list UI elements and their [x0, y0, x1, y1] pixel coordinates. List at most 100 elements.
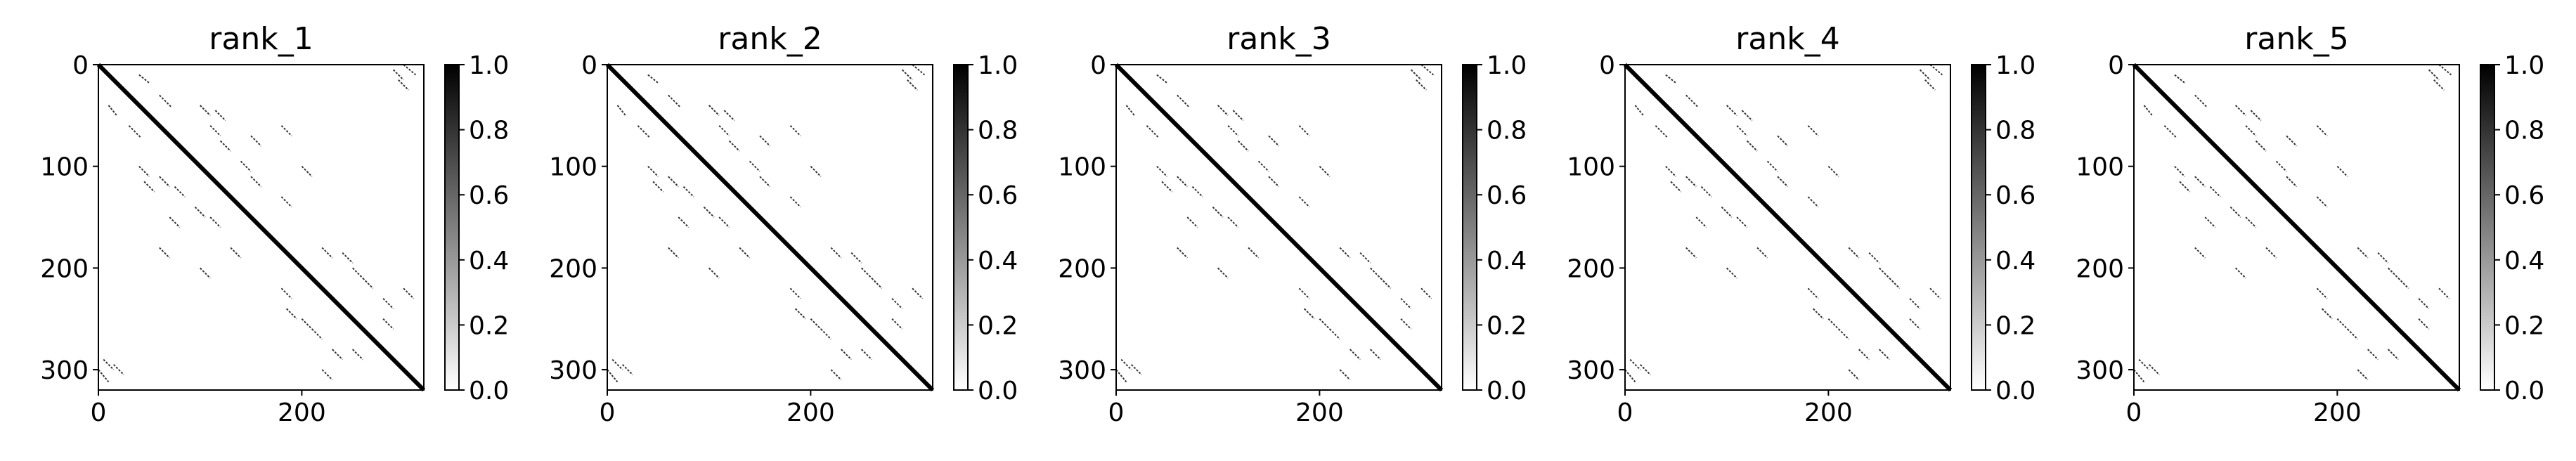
contact-streak [1217, 267, 1229, 279]
contact-streak [1807, 287, 1819, 299]
contact-streak [810, 165, 822, 177]
contact-streak [1370, 267, 1381, 279]
contact-streak [861, 267, 872, 279]
contact-streak [1146, 125, 1160, 138]
colorbar-tick-label: 1.0 [978, 51, 1018, 80]
contact-streak [1812, 308, 1824, 320]
contact-streak [668, 94, 681, 108]
contact-streak [2428, 69, 2440, 81]
x-tick-label: 0 [1108, 398, 1125, 427]
contact-streak [2438, 64, 2452, 76]
contact-streak [1695, 216, 1707, 228]
colorbar [1971, 64, 1986, 391]
contact-streak [830, 369, 842, 381]
contact-streak [739, 247, 751, 259]
contact-streak [841, 349, 852, 361]
diagonal-band [605, 63, 935, 392]
contact-streak [1909, 318, 1921, 330]
contact-streak [1827, 318, 1839, 330]
x-tick-label: 200 [1295, 398, 1344, 427]
colorbar-tick-label: 0.0 [978, 377, 1018, 405]
contact-streak [403, 287, 415, 299]
contact-streak [2275, 160, 2287, 172]
contact-streak [398, 79, 410, 91]
contact-streak [194, 206, 206, 218]
contact-streak [728, 140, 740, 152]
panel-title: rank_4 [1735, 21, 1839, 57]
contact-streak [1237, 140, 1249, 152]
contact-streak [240, 160, 252, 172]
y-tick-label: 200 [549, 254, 597, 283]
contact-streak [362, 278, 374, 290]
contact-streak [352, 267, 363, 279]
colorbar-tick-label: 0.4 [978, 247, 1018, 275]
contact-streak [1665, 74, 1676, 84]
contact-streak [1879, 267, 1890, 279]
colorbar-tick-label: 0.8 [469, 117, 509, 145]
x-tick-label: 0 [1617, 398, 1633, 427]
contact-streak [280, 287, 292, 299]
contact-streak [1177, 176, 1188, 188]
colorbar-tick-label: 0.4 [2504, 247, 2544, 275]
contact-streak [1156, 74, 1167, 84]
contact-streak [342, 252, 354, 264]
contact-streak [382, 318, 394, 330]
y-tick-label: 200 [40, 254, 89, 283]
contact-streak [907, 79, 919, 91]
contact-streak [718, 216, 730, 228]
heatmap-panel: rank_1 0 200 0 100 200 300 0.0 0.2 0.4 0.6 0.8 1.0 [40, 21, 509, 427]
contact-streak [2174, 165, 2186, 177]
colorbar-tick-label: 1.0 [2504, 51, 2544, 80]
contact-streak [1156, 165, 1168, 177]
contact-streak [209, 216, 221, 228]
colorbar-tick-label: 0.8 [2504, 117, 2544, 145]
contact-streak [2174, 74, 2185, 84]
contact-streak [708, 105, 720, 117]
contact-streak [1777, 135, 1789, 147]
contact-streak [637, 125, 651, 138]
x-tick-label: 200 [278, 398, 326, 427]
y-tick-label: 300 [1058, 356, 1106, 385]
contact-streak [1186, 216, 1198, 228]
axes-frame [607, 64, 933, 391]
contact-streak [2321, 308, 2333, 320]
contact-streak [138, 74, 150, 84]
contact-streak [1177, 247, 1188, 259]
contact-streak [901, 69, 913, 81]
axes-frame [2133, 64, 2460, 391]
contact-streak [1629, 358, 1641, 370]
contact-streak [1919, 69, 1931, 81]
contact-streak [2229, 206, 2241, 218]
contact-streak [668, 247, 679, 259]
diagonal-band [96, 63, 426, 392]
contact-streak [2397, 278, 2409, 290]
contact-streak [138, 165, 150, 177]
contact-streak [280, 196, 292, 208]
panel-title: rank_2 [718, 21, 822, 57]
colorbar-tick-label: 0.2 [2504, 311, 2544, 340]
colorbar-tick-label: 0.6 [978, 181, 1018, 210]
colorbar-tick-label: 1.0 [1487, 51, 1527, 80]
contact-streak [2209, 186, 2221, 197]
contact-streak [199, 267, 211, 279]
contact-streak [1665, 165, 1677, 177]
contact-streak [2179, 181, 2191, 193]
contact-streak [1746, 140, 1758, 152]
contact-streak [2388, 267, 2399, 279]
contact-streak [1400, 318, 1412, 330]
diagonal-band [1114, 63, 1444, 392]
contact-streak [169, 216, 181, 228]
contact-streak [607, 369, 619, 383]
contact-streak [2418, 318, 2430, 330]
colorbar-tick-label: 0.4 [1995, 247, 2035, 275]
contact-streak [209, 125, 221, 136]
contact-streak [1339, 247, 1351, 259]
contact-streak [2286, 176, 2298, 188]
contact-streak [2418, 298, 2430, 309]
contact-streak [214, 110, 226, 122]
contact-streak [352, 349, 363, 361]
contact-streak [749, 160, 760, 172]
colorbar-tick-label: 0.0 [1995, 377, 2035, 405]
colorbar-tick-label: 0.6 [469, 181, 509, 210]
contact-streak [820, 328, 832, 340]
